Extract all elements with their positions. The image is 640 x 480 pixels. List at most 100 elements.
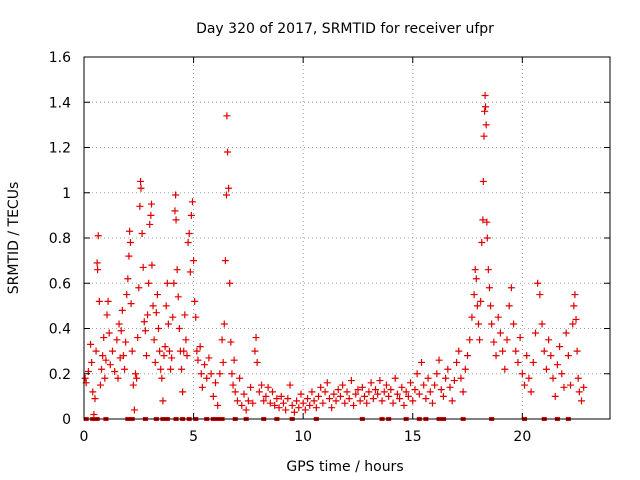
data-point [201, 361, 209, 369]
data-point [361, 392, 369, 400]
x-tick-label: 20 [513, 429, 531, 445]
data-point [534, 279, 542, 287]
grid [84, 57, 610, 419]
data-point [268, 388, 276, 396]
data-point [450, 377, 458, 385]
data-point [128, 347, 136, 355]
data-point [190, 257, 198, 265]
data-point [341, 399, 349, 407]
data-point [556, 343, 564, 351]
data-point [306, 401, 314, 409]
data-point [207, 370, 215, 378]
data-point [94, 232, 102, 240]
data-point [226, 279, 234, 287]
data-point [549, 374, 557, 382]
data-point [299, 399, 307, 407]
data-point [570, 302, 578, 310]
data-point [439, 392, 447, 400]
data-point [512, 347, 520, 355]
data-point [117, 327, 125, 335]
data-point [275, 404, 283, 412]
data-point [352, 390, 360, 398]
data-point [371, 386, 379, 394]
data-point [98, 365, 106, 373]
data-point [483, 218, 491, 226]
x-axis-label: GPS time / hours [286, 459, 403, 475]
data-point [492, 352, 500, 360]
data-point [488, 320, 496, 328]
y-axis-label: SRMTID / TECUs [6, 182, 22, 295]
data-point [404, 392, 412, 400]
data-point [470, 291, 478, 299]
data-point [193, 347, 201, 355]
data-point [273, 395, 281, 403]
data-point [413, 370, 421, 378]
data-point [157, 365, 165, 373]
data-point [459, 388, 467, 396]
data-point [510, 320, 518, 328]
data-point [136, 202, 144, 210]
data-point [282, 406, 290, 414]
data-point [284, 395, 292, 403]
data-point [244, 397, 252, 405]
data-point [286, 381, 294, 389]
data-point [203, 374, 211, 382]
data-point [188, 198, 196, 206]
data-point [223, 112, 231, 120]
data-point [209, 392, 217, 400]
data-point [547, 352, 555, 360]
data-point [108, 347, 116, 355]
data-point [236, 374, 244, 382]
data-point [433, 370, 441, 378]
data-point [580, 383, 588, 391]
data-point [180, 347, 188, 355]
data-point [137, 184, 145, 192]
data-point [334, 386, 342, 394]
data-point [374, 390, 382, 398]
data-point [426, 388, 434, 396]
data-point [479, 177, 487, 185]
data-point [88, 358, 96, 366]
data-point [301, 406, 309, 414]
data-point [472, 275, 480, 283]
data-point [127, 300, 135, 308]
data-point [147, 211, 155, 219]
data-point [164, 320, 172, 328]
data-point [343, 388, 351, 396]
data-point [172, 191, 180, 199]
data-point [409, 397, 417, 405]
data-point [155, 325, 163, 332]
data-point [132, 370, 140, 378]
data-point [186, 268, 194, 276]
data-point [94, 266, 102, 274]
data-point [553, 361, 561, 369]
data-point [538, 320, 546, 328]
data-point [141, 327, 149, 335]
data-point [146, 220, 154, 228]
data-point [350, 401, 358, 409]
data-point [169, 313, 177, 321]
data-point [574, 374, 582, 382]
data-point [219, 358, 227, 366]
data-point [435, 356, 443, 364]
data-point [160, 352, 168, 360]
data-point [179, 388, 187, 396]
data-point [422, 395, 430, 403]
data-point [418, 358, 426, 366]
data-point [159, 397, 167, 405]
data-point [529, 358, 537, 366]
data-point [105, 329, 113, 337]
data-point [455, 347, 463, 355]
data-point [182, 336, 190, 344]
data-point [181, 311, 189, 319]
data-point [89, 388, 97, 396]
data-point [187, 211, 195, 219]
data-point [478, 239, 486, 247]
data-point [484, 266, 492, 274]
data-point [444, 365, 452, 373]
data-point [214, 401, 222, 409]
data-point [168, 354, 176, 362]
data-point [545, 336, 553, 344]
data-point [481, 107, 489, 115]
